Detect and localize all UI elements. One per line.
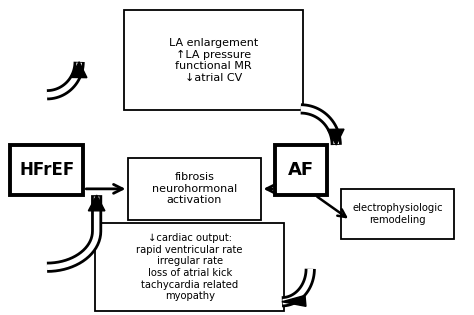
FancyBboxPatch shape (128, 158, 261, 220)
Polygon shape (88, 195, 105, 211)
Text: HFrEF: HFrEF (19, 161, 74, 179)
Polygon shape (328, 129, 344, 145)
FancyBboxPatch shape (124, 10, 303, 111)
Text: AF: AF (288, 161, 314, 179)
FancyBboxPatch shape (275, 145, 327, 195)
FancyBboxPatch shape (341, 189, 455, 239)
FancyBboxPatch shape (95, 223, 284, 311)
Text: ↓cardiac output:
rapid ventricular rate
irregular rate
loss of atrial kick
tachy: ↓cardiac output: rapid ventricular rate … (137, 233, 243, 301)
Text: electrophysiologic
remodeling: electrophysiologic remodeling (352, 203, 443, 225)
Text: LA enlargement
↑LA pressure
functional MR
↓atrial CV: LA enlargement ↑LA pressure functional M… (169, 38, 258, 83)
Polygon shape (70, 62, 87, 77)
Text: fibrosis
neurohormonal
activation: fibrosis neurohormonal activation (152, 172, 237, 205)
FancyBboxPatch shape (10, 145, 83, 195)
Polygon shape (282, 295, 306, 306)
